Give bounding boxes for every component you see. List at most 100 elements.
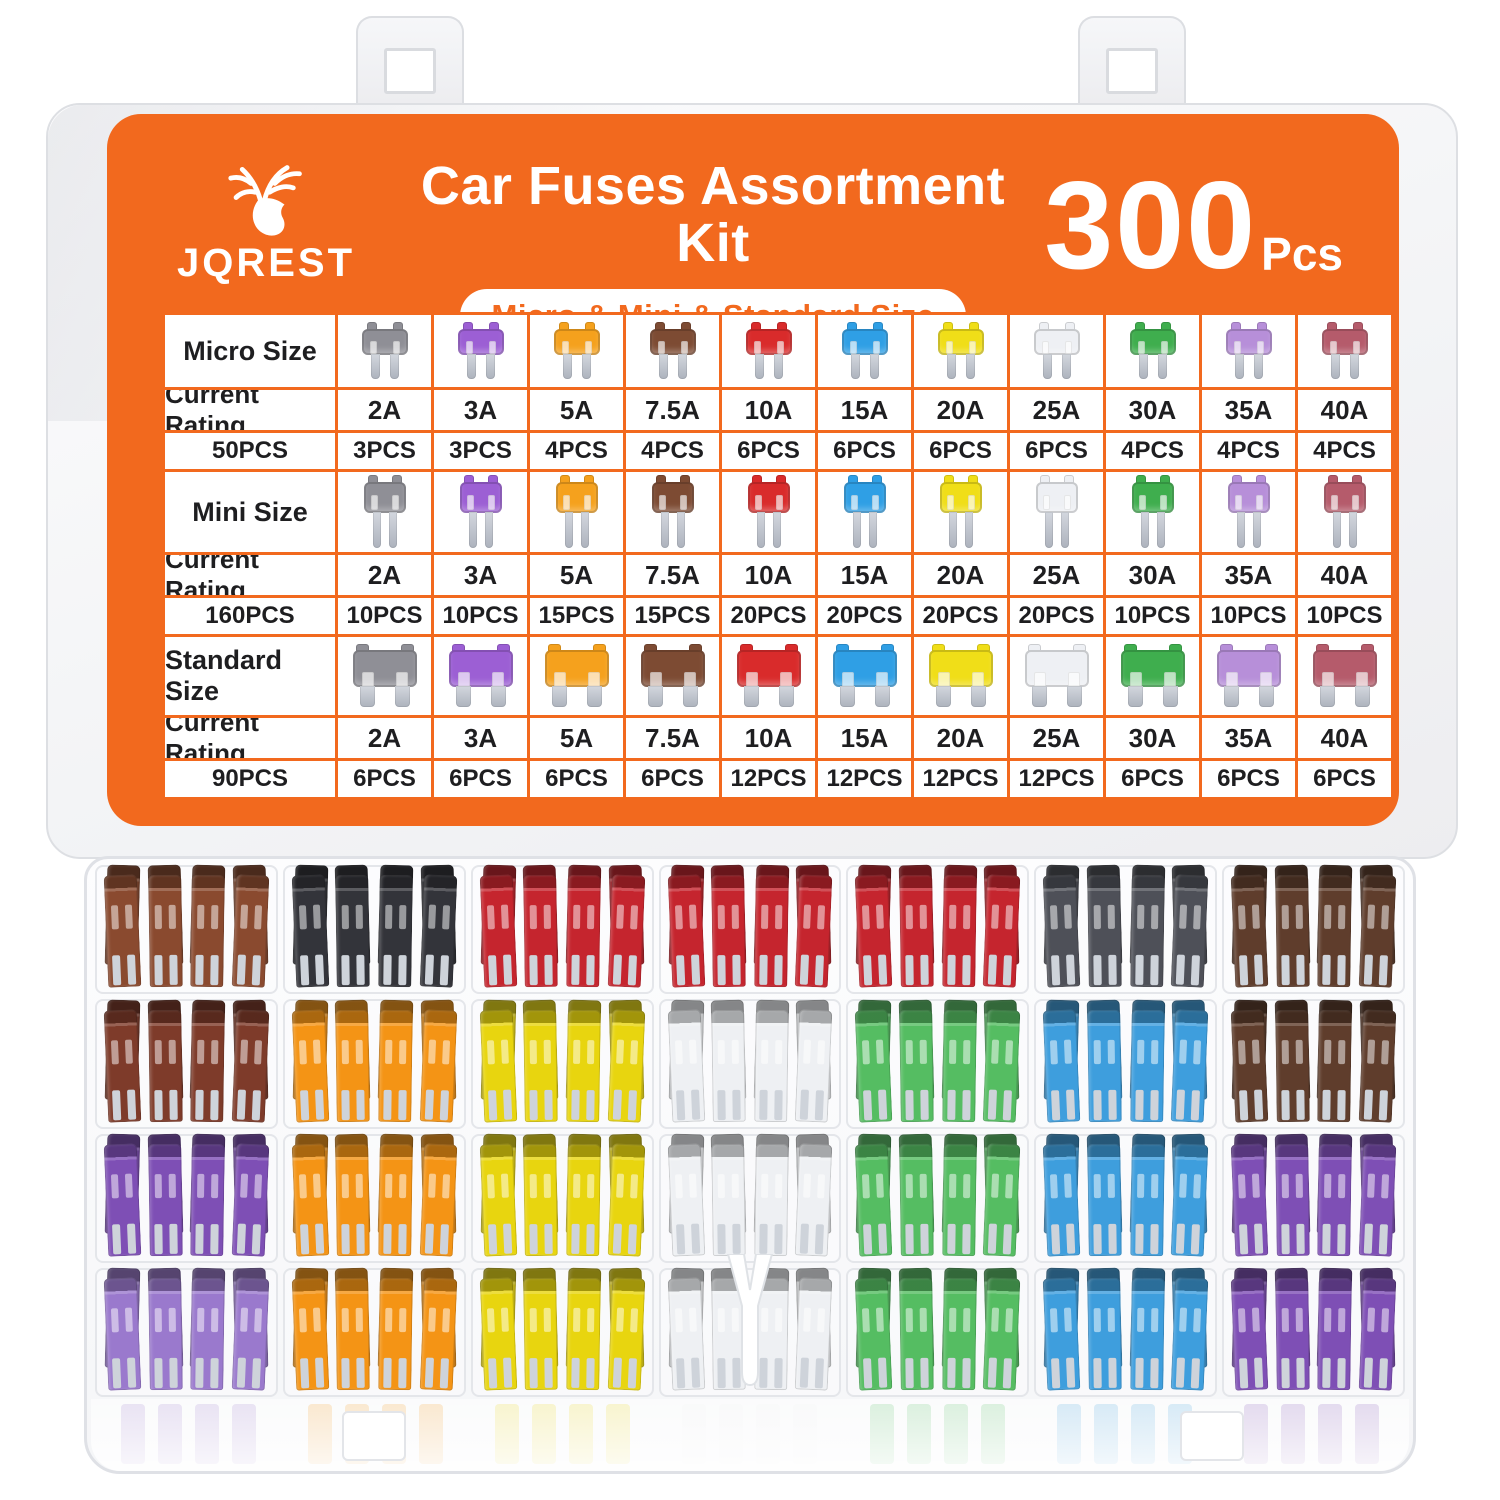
- black-blade-fuse: [419, 874, 458, 988]
- reflection-column: [844, 1399, 1031, 1471]
- fuse-window: [1233, 341, 1241, 354]
- rating-value: 15A: [818, 718, 911, 758]
- standard-fuse-icon: [928, 644, 993, 708]
- fuse-leg: [1348, 512, 1357, 548]
- fuse-body: [841, 329, 888, 355]
- fuse-row: [1230, 1143, 1397, 1257]
- purple-blade-fuse: [231, 1143, 270, 1257]
- rating-value: 5A: [530, 718, 623, 758]
- purple-blade-fuse: [147, 1143, 183, 1256]
- orange-blade-fuse: [335, 1143, 371, 1256]
- fuse-icon-cell: [626, 637, 719, 715]
- fuse-row: [103, 874, 270, 988]
- yellow-blade-fuse: [566, 1277, 601, 1391]
- fuse-nub: [392, 322, 403, 330]
- fuse-nub: [1123, 644, 1137, 651]
- fuse-nub: [776, 322, 787, 330]
- red-blade-fuse: [566, 875, 601, 988]
- fuse-leg: [772, 512, 781, 548]
- fuse-window: [754, 495, 762, 510]
- rating-value: 25A: [1010, 390, 1103, 430]
- standard-fuse-icon: [1312, 644, 1377, 708]
- fuse-nub: [1230, 322, 1241, 330]
- compartment-r3c7: [1222, 1133, 1405, 1263]
- reflection-column: [469, 1399, 656, 1471]
- fuse-window: [658, 495, 666, 510]
- fuse-window: [841, 672, 854, 689]
- green-blade-fuse: [855, 1008, 893, 1123]
- rating-value: 10A: [722, 390, 815, 430]
- blue-blade-fuse: [1042, 1008, 1081, 1123]
- rating-value: 7.5A: [626, 718, 719, 758]
- rating-value: 7.5A: [626, 390, 719, 430]
- fuse-leg: [455, 686, 471, 707]
- size-label: Micro Size: [165, 315, 335, 387]
- fuse-body: [747, 482, 790, 513]
- fuse-leg: [1138, 354, 1148, 379]
- label-panel: JQREST Car Fuses Assortment Kit Micro & …: [107, 114, 1399, 826]
- fuse-row: [291, 874, 458, 988]
- fuse-body: [1321, 329, 1368, 355]
- fuse-body: [553, 329, 600, 355]
- standard-fuse-icon: [544, 644, 609, 708]
- purple-blade-fuse: [1274, 1277, 1310, 1391]
- count-value: 12PCS: [722, 761, 815, 797]
- blue-blade-fuse: [1087, 1277, 1122, 1391]
- fuse-puller-tool: [721, 1253, 779, 1393]
- white-blade-fuse: [667, 1277, 705, 1391]
- fuse-nub: [547, 644, 561, 651]
- fuse-row: [667, 874, 833, 988]
- fuse-row: [1042, 1277, 1209, 1391]
- orange-blade-fuse: [419, 1143, 458, 1257]
- fuse-row: [479, 874, 645, 988]
- box-front-wall: [91, 1399, 1409, 1471]
- fuse-icon-cell: [530, 472, 623, 552]
- fuse-reflection: [1093, 1404, 1118, 1464]
- deer-logo-icon: [228, 165, 302, 236]
- fuse-reflection: [606, 1404, 631, 1464]
- fuse-window: [1329, 341, 1337, 354]
- fuse-nub: [1063, 475, 1074, 483]
- fuse-leg: [394, 686, 410, 707]
- fuse-window: [369, 341, 377, 354]
- fuse-nub: [1315, 644, 1329, 651]
- count-value: 10PCS: [1298, 598, 1391, 634]
- fuse-icon-cell: [1298, 637, 1391, 715]
- compartment-r4c4: [658, 1253, 842, 1397]
- rating-value: 10A: [722, 718, 815, 758]
- fuse-leg: [1349, 354, 1359, 379]
- total-count-label: 160PCS: [165, 598, 335, 634]
- fuse-window: [745, 672, 758, 689]
- total-count-label: 90PCS: [165, 761, 335, 797]
- orange-blade-fuse: [291, 1143, 330, 1257]
- count-value: 6PCS: [1010, 433, 1103, 469]
- fuse-icon-cell: [1106, 472, 1199, 552]
- red-blade-fuse: [982, 874, 1021, 988]
- compartment-r1c1: [95, 864, 278, 995]
- yellow-blade-fuse: [607, 1143, 645, 1257]
- fuse-nub: [559, 475, 570, 483]
- fuse-reflection: [121, 1404, 146, 1464]
- fuse-body: [555, 482, 598, 513]
- fuse-window: [587, 672, 600, 689]
- fuse-icon-cell: [722, 315, 815, 387]
- fuse-body: [843, 482, 886, 513]
- white-blade-fuse: [795, 1008, 833, 1123]
- fuse-spec-table: Micro Size Current Rating 2A 3A 5A 7.5A 10A 15A…: [162, 312, 1394, 800]
- compartment-r2c2: [282, 999, 466, 1129]
- fuse-leg: [677, 354, 687, 379]
- fuse-row: [291, 1277, 458, 1391]
- fuse-nub: [366, 322, 377, 330]
- count-value: 6PCS: [530, 761, 623, 797]
- red-blade-fuse: [795, 874, 833, 988]
- blue-blade-fuse: [1042, 1277, 1081, 1391]
- count-value: 15PCS: [626, 598, 719, 634]
- fuse-icon-cell: [722, 637, 815, 715]
- fuse-leg: [1162, 686, 1178, 707]
- fuse-window: [1355, 672, 1368, 689]
- rating-row-label: Current Rating: [165, 390, 335, 430]
- compartment-r3c1: [95, 1133, 278, 1263]
- red-blade-fuse: [899, 875, 934, 988]
- fuse-leg: [466, 354, 476, 379]
- orange-blade-fuse: [419, 1008, 458, 1123]
